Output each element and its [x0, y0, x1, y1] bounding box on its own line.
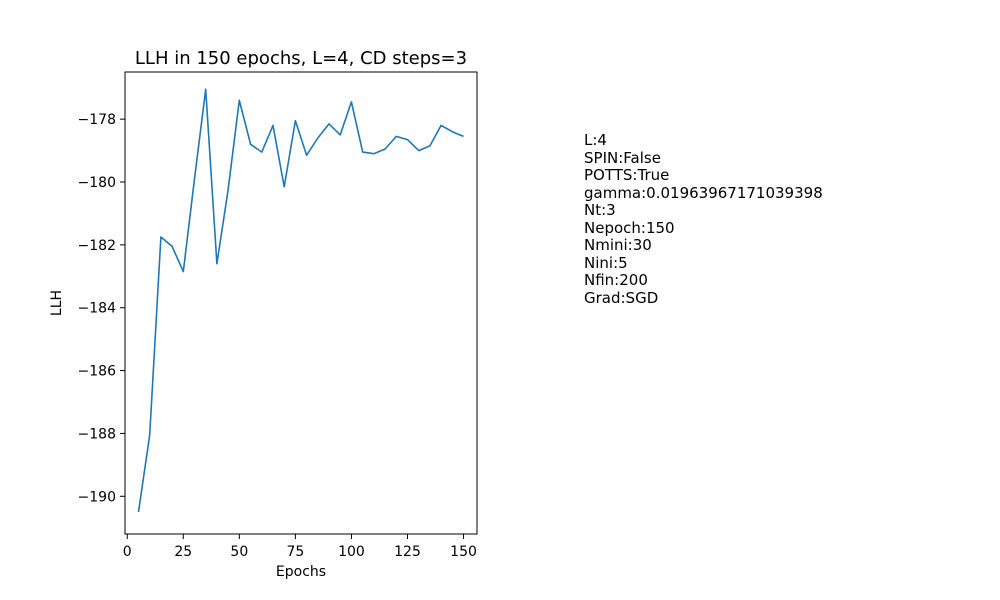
x-tick-label: 75	[286, 544, 304, 560]
chart-title: LLH in 150 epochs, L=4, CD steps=3	[135, 48, 467, 69]
x-axis: 0 25 50 75 100 125 150	[123, 534, 477, 560]
y-tick-label: −190	[78, 489, 116, 505]
x-tick-label: 100	[338, 544, 365, 560]
x-tick-label: 125	[394, 544, 421, 560]
llh-series-line	[137, 88, 464, 513]
y-tick-label: −182	[78, 238, 116, 254]
y-tick-label: −178	[78, 112, 116, 128]
parameter-item: L:4	[584, 131, 607, 149]
x-tick-label: 0	[123, 544, 132, 560]
x-axis-title: Epochs	[276, 564, 326, 580]
parameter-list: L:4 SPIN:False POTTS:True gamma:0.019639671…	[584, 131, 823, 307]
y-tick-label: −184	[78, 301, 117, 317]
x-tick-label: 25	[174, 544, 192, 560]
plot-frame	[124, 71, 478, 535]
x-tick-label: 50	[230, 544, 248, 560]
parameter-item: Grad:SGD	[584, 288, 659, 307]
parameter-item: Nt:3	[584, 201, 616, 219]
parameter-item: Nmini:30	[584, 236, 652, 254]
parameter-item: POTTS:True	[584, 166, 670, 184]
y-tick-label: −180	[78, 175, 116, 191]
x-tick-label: 150	[450, 544, 477, 560]
parameter-item: SPIN:False	[584, 148, 661, 167]
parameter-item: Nini:5	[584, 253, 628, 272]
parameter-item: gamma:0.01963967171039398	[584, 183, 823, 202]
y-tick-label: −186	[78, 364, 117, 380]
y-axis: −190 −188 −186 −184 −182 −180 −178	[78, 112, 125, 505]
parameter-item: Nfin:200	[584, 271, 648, 289]
y-axis-title: LLH	[49, 290, 65, 316]
y-tick-label: −188	[78, 426, 116, 442]
parameter-item: Nepoch:150	[584, 218, 675, 237]
